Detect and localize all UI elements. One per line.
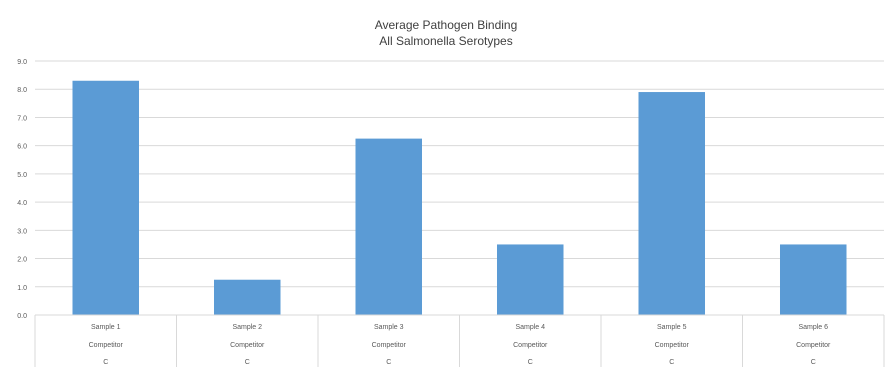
- x-tick-label: Sample 3: [374, 324, 404, 331]
- x-tick-label: Competitor: [230, 342, 265, 349]
- bar: [355, 138, 423, 315]
- y-tick-label: 3.0: [17, 228, 27, 235]
- y-tick-label: 8.0: [17, 87, 27, 94]
- bar: [72, 80, 140, 315]
- x-tick-label: Competitor: [89, 342, 124, 349]
- x-tick-label: C: [528, 359, 533, 366]
- gridlines: [35, 60, 884, 316]
- x-tick-label: Competitor: [513, 342, 548, 349]
- y-tick-label: 0.0: [17, 313, 27, 320]
- x-tick-label: Sample 5: [657, 324, 687, 331]
- x-tick-label: Sample 4: [515, 324, 545, 331]
- x-tick-label: C: [669, 359, 674, 366]
- x-tick-label: C: [386, 359, 391, 366]
- y-tick-label: 5.0: [17, 172, 27, 179]
- x-axis: Sample 1 Competitor C Sample 2 Competitor C Sa…: [34, 314, 885, 367]
- y-tick-label: 6.0: [17, 144, 27, 151]
- y-tick-label: 4.0: [17, 200, 27, 207]
- bar: [638, 92, 706, 316]
- y-tick-label: 2.0: [17, 257, 27, 264]
- x-tick-label: Competitor: [655, 342, 690, 349]
- bar: [496, 244, 564, 315]
- x-tick-label: Sample 2: [232, 324, 262, 331]
- y-tick-label: 1.0: [17, 285, 27, 292]
- y-tick-label: 7.0: [17, 115, 27, 122]
- x-tick-label: C: [811, 359, 816, 366]
- chart-title: Average Pathogen Binding: [375, 18, 518, 32]
- bars: [72, 80, 847, 316]
- x-tick-label: Competitor: [372, 342, 407, 349]
- bar: [213, 279, 281, 315]
- x-tick-label: C: [245, 359, 250, 366]
- chart-subtitle: All Salmonella Serotypes: [379, 34, 512, 48]
- y-tick-label: 9.0: [17, 59, 27, 66]
- x-tick-label: Sample 6: [798, 324, 828, 331]
- bar: [779, 244, 847, 315]
- y-axis-tick-labels: 0.0 1.0 2.0 3.0 4.0 5.0 6.0 7.0 8.0 9.0: [17, 59, 27, 320]
- x-tick-label: Competitor: [796, 342, 831, 349]
- x-tick-label: Sample 1: [91, 324, 121, 331]
- x-tick-label: C: [103, 359, 108, 366]
